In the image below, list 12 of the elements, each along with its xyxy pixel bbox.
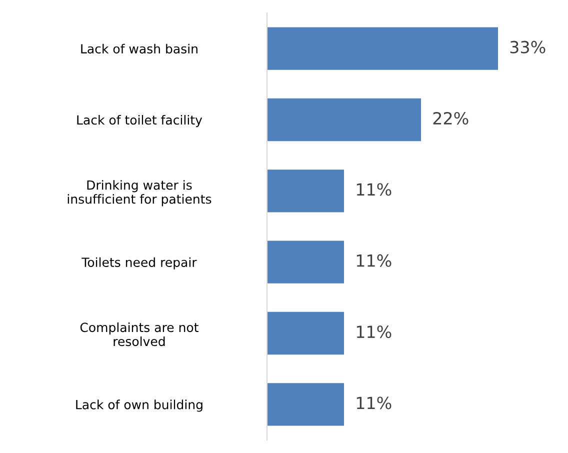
data-label: 11% [356, 183, 392, 196]
y-tick-label: Lack of wash basin [81, 44, 198, 54]
y-tick-label: Lack of own building [76, 400, 202, 412]
data-label: 22% [433, 112, 468, 125]
y-tick-label: Lack of toilet facility [77, 115, 202, 128]
data-label: 11% [356, 325, 392, 338]
y-tick-label: Drinking water is insufficient for patients [68, 180, 212, 206]
data-label: 11% [356, 396, 392, 410]
data-label: 33% [510, 40, 546, 54]
y-tick-label: Toilets need repair [82, 257, 197, 270]
data-label: 11% [356, 254, 392, 267]
y-tick-label: Complaints are not resolved [80, 322, 198, 346]
